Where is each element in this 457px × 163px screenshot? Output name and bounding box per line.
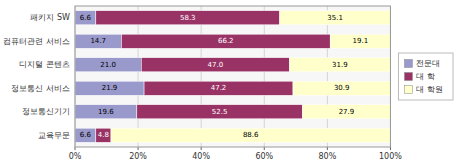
data-label: 47.2	[211, 84, 227, 92]
bar	[330, 34, 390, 48]
bar	[280, 11, 391, 25]
plot-background	[75, 6, 390, 147]
data-label: 4.8	[98, 131, 109, 139]
bar	[302, 105, 390, 119]
bar	[96, 128, 111, 142]
data-label: 27.9	[339, 108, 355, 116]
data-label: 6.6	[80, 14, 92, 22]
grid-line	[201, 6, 202, 147]
data-label: 35.1	[327, 14, 343, 22]
data-label: 58.3	[180, 14, 196, 22]
data-label: 47.0	[208, 61, 224, 69]
bars	[75, 11, 390, 143]
legend-swatch	[404, 73, 412, 81]
bar	[290, 58, 391, 72]
grid-line	[138, 6, 139, 147]
bar	[75, 81, 144, 95]
plot-frame	[75, 6, 390, 147]
legend: 전문대대 학대 학원	[398, 53, 453, 100]
bar	[293, 81, 390, 95]
data-label: 31.9	[332, 61, 348, 69]
data-label: 21.9	[102, 84, 118, 92]
legend-label: 전문대	[416, 59, 440, 68]
data-labels: 6.6 14.7 21.0 21.9 19.6 6.6 58.3 66.2 47.0 47.2 52…	[80, 14, 368, 140]
data-label: 19.6	[98, 108, 114, 116]
y-tick-label: 패키지 SW	[30, 13, 70, 22]
y-tick-label: 정보통신기기	[22, 107, 70, 116]
bar	[121, 34, 330, 48]
grid-line	[327, 6, 328, 147]
bar	[75, 11, 96, 25]
bar	[137, 105, 303, 119]
legend-swatch	[404, 60, 412, 68]
bar	[141, 58, 289, 72]
bar	[75, 58, 141, 72]
data-label: 14.7	[90, 37, 106, 45]
data-label: 30.9	[334, 84, 350, 92]
data-label: 66.2	[218, 37, 234, 45]
legend-frame	[398, 53, 453, 100]
bar	[75, 128, 96, 142]
bar	[144, 81, 293, 95]
x-tick-label: 60%	[255, 152, 273, 161]
data-label: 88.6	[243, 131, 259, 139]
y-tick-label: 컴퓨터관련 서비스	[3, 37, 70, 46]
x-tick-label: 0%	[69, 152, 82, 161]
chart: 0%20%40%60%80%100%6.614.721.021.919.66.6…	[0, 0, 457, 163]
y-tick-label: 디지털 콘텐츠	[19, 60, 70, 69]
grid-line	[264, 6, 265, 147]
data-label: 52.5	[212, 108, 228, 116]
bar	[111, 128, 390, 142]
x-tick-label: 100%	[379, 152, 402, 161]
bar	[75, 105, 137, 119]
x-tick-label: 20%	[129, 152, 147, 161]
y-tick-label: 정보통신 서비스	[11, 84, 70, 93]
legend-label: 대 학	[416, 72, 435, 81]
y-tick-label: 교육무문	[38, 131, 70, 140]
x-tick-label: 40%	[192, 152, 210, 161]
data-label: 6.6	[80, 131, 92, 139]
bar	[96, 11, 280, 25]
legend-label: 대 학원	[416, 85, 443, 94]
legend-swatch	[404, 86, 412, 94]
bar	[75, 34, 121, 48]
data-label: 19.1	[353, 37, 369, 45]
data-label: 21.0	[100, 61, 116, 69]
x-tick-label: 80%	[318, 152, 336, 161]
